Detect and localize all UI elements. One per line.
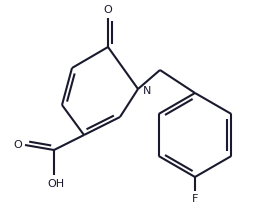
Text: O: O	[104, 5, 112, 15]
Text: N: N	[143, 86, 151, 96]
Text: OH: OH	[47, 179, 65, 189]
Text: O: O	[13, 140, 22, 150]
Text: F: F	[192, 194, 198, 204]
